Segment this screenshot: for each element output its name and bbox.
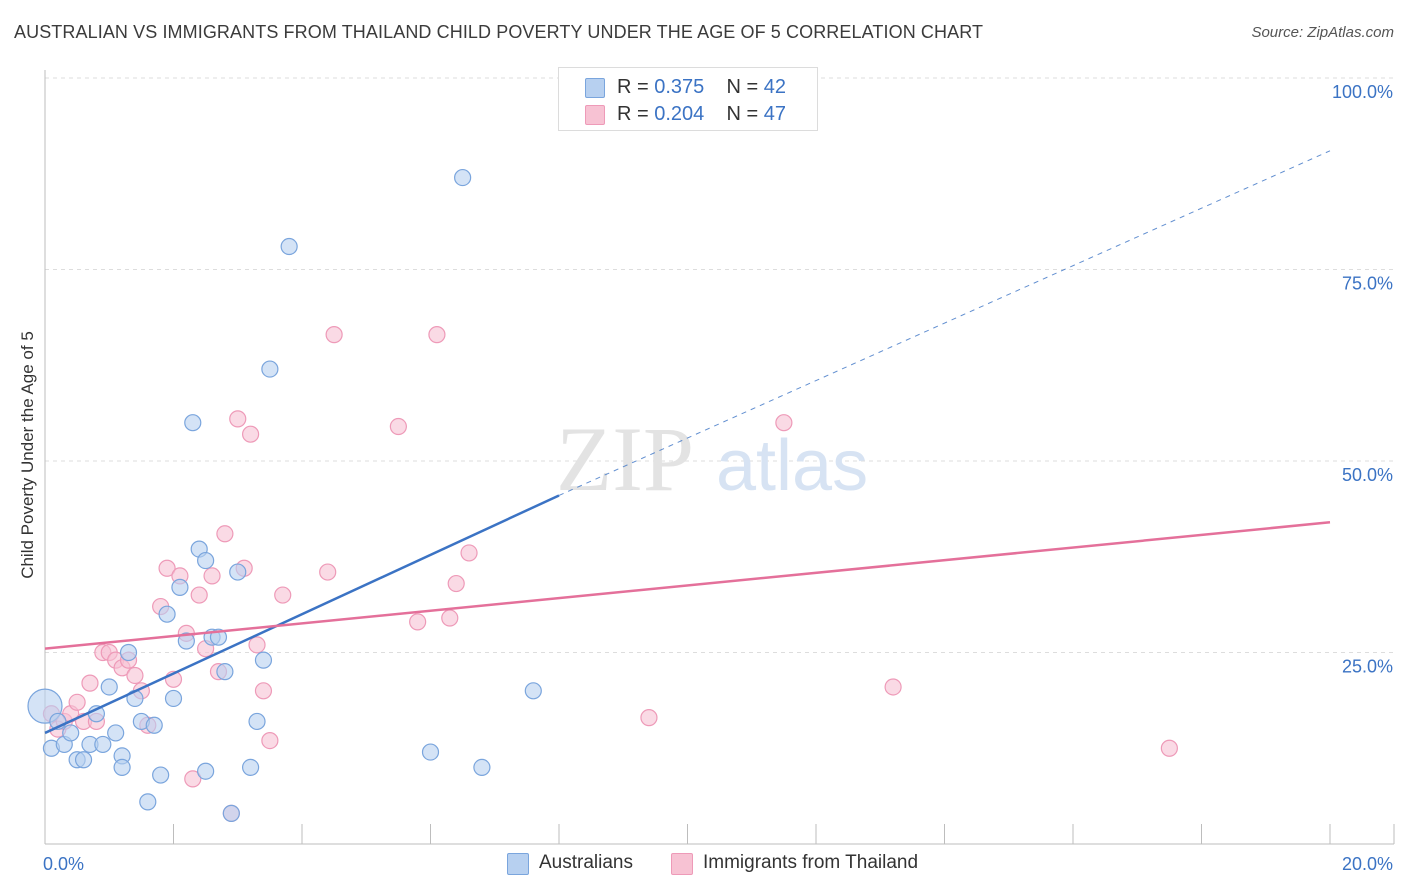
- data-point: [158, 559, 176, 577]
- data-point: [197, 762, 215, 780]
- legend-swatch-australians: [585, 78, 605, 98]
- data-point: [177, 632, 195, 650]
- data-point: [325, 326, 343, 344]
- y-tick-label: 100.0%: [1332, 82, 1393, 102]
- x-tick-label: 0.0%: [43, 854, 84, 874]
- data-point: [216, 525, 234, 543]
- data-point: [81, 674, 99, 692]
- legend-r-value: 0.375: [654, 76, 705, 98]
- data-point: [242, 758, 260, 777]
- data-point: [248, 636, 266, 654]
- x-tick-label: 20.0%: [1342, 854, 1393, 874]
- data-point: [242, 425, 260, 443]
- data-point: [158, 605, 176, 623]
- series-australians-points: [27, 168, 542, 822]
- source-label: Source: ZipAtlas.com: [1251, 24, 1394, 41]
- data-point: [421, 743, 440, 761]
- trend-lines: [44, 150, 1331, 735]
- data-point: [473, 758, 491, 777]
- data-point: [460, 544, 478, 562]
- watermark-zip: ZIP: [556, 408, 694, 510]
- legend: R = 0.375 N = 42 R = 0.204 N = 47: [558, 67, 818, 131]
- data-point: [447, 574, 465, 593]
- series-thailand-points: [42, 326, 1178, 822]
- data-point: [428, 326, 446, 344]
- data-point: [145, 716, 163, 734]
- data-point: [261, 360, 279, 378]
- legend-r-value: 0.204: [654, 103, 705, 125]
- data-point: [441, 609, 459, 627]
- data-point: [62, 724, 80, 742]
- data-point: [775, 414, 793, 432]
- data-point: [274, 586, 292, 604]
- data-point: [107, 724, 125, 742]
- data-point: [229, 410, 247, 428]
- data-point: [190, 586, 208, 604]
- bottom-legend-label: Immigrants from Thailand: [703, 852, 919, 873]
- data-point: [94, 735, 112, 754]
- data-point: [197, 551, 215, 570]
- tick-labels: 100.0% 75.0% 50.0% 25.0% 0.0% 20.0%: [43, 82, 1393, 874]
- data-point: [164, 689, 183, 708]
- bottom-legend-swatch-thailand: [671, 853, 693, 875]
- bottom-legend-swatch-australians: [507, 853, 529, 875]
- legend-n-value: 42: [763, 76, 787, 98]
- data-point: [254, 651, 273, 669]
- watermark-atlas: atlas: [716, 426, 868, 506]
- trend-line: [44, 521, 1331, 650]
- data-point: [139, 793, 157, 811]
- data-point: [152, 766, 170, 784]
- data-point: [454, 168, 472, 187]
- y-tick-label: 50.0%: [1342, 465, 1393, 485]
- chart-title: AUSTRALIAN VS IMMIGRANTS FROM THAILAND C…: [14, 22, 984, 42]
- y-tick-label: 75.0%: [1342, 274, 1393, 294]
- data-point: [119, 643, 138, 662]
- data-point: [100, 678, 118, 696]
- legend-r-label: R =: [617, 76, 649, 98]
- data-point: [640, 709, 658, 727]
- data-point: [389, 417, 407, 436]
- trend-line: [44, 494, 560, 735]
- data-point: [261, 731, 279, 750]
- data-point: [203, 567, 221, 585]
- data-point: [68, 693, 86, 711]
- data-point: [229, 563, 247, 581]
- data-point: [319, 563, 337, 581]
- legend-n-label: N =: [726, 103, 759, 125]
- legend-r-label: R =: [617, 103, 649, 125]
- data-point: [254, 682, 273, 700]
- data-point: [222, 804, 240, 822]
- data-point: [409, 613, 427, 631]
- data-point: [184, 414, 202, 432]
- data-point: [74, 751, 93, 769]
- data-point: [1160, 739, 1178, 757]
- legend-n-value: 47: [763, 103, 787, 125]
- y-tick-label: 25.0%: [1342, 657, 1393, 677]
- data-point: [884, 678, 902, 696]
- legend-swatch-thailand: [585, 105, 605, 125]
- bottom-legend-label: Australians: [539, 852, 633, 873]
- data-point: [171, 578, 189, 596]
- data-point: [248, 712, 266, 731]
- y-axis-label: Child Poverty Under the Age of 5: [18, 331, 37, 579]
- data-point: [280, 237, 298, 256]
- data-point: [216, 663, 234, 681]
- legend-n-label: N =: [726, 76, 759, 98]
- data-point: [126, 666, 144, 685]
- trend-line-extension: [558, 150, 1331, 496]
- data-point: [113, 758, 131, 777]
- data-point: [184, 770, 202, 788]
- watermark: ZIP atlas: [556, 408, 868, 510]
- data-point: [524, 682, 542, 700]
